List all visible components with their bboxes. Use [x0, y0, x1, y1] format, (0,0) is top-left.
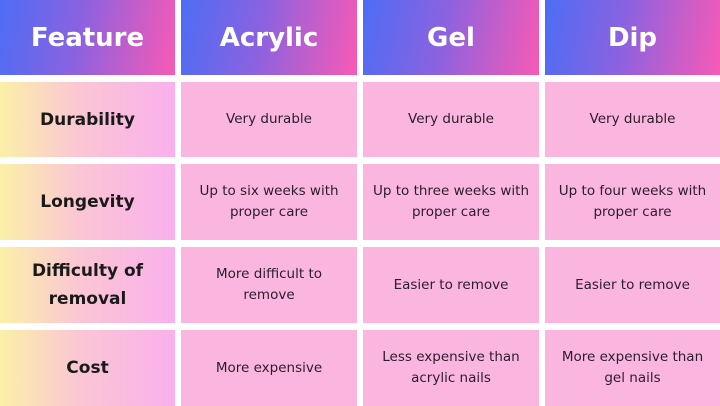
- table-cell: Less expensive than acrylic nails: [363, 330, 539, 406]
- table-cell: Up to three weeks with proper care: [363, 164, 539, 240]
- header-gel: Gel: [363, 0, 539, 75]
- table-cell: Very durable: [181, 82, 357, 157]
- row-label-longevity: Longevity: [0, 164, 175, 240]
- row-label-durability: Durability: [0, 82, 175, 157]
- row-label-cost: Cost: [0, 330, 175, 406]
- table-cell: More difficult to remove: [181, 247, 357, 323]
- table-cell: Up to six weeks with proper care: [181, 164, 357, 240]
- row-label-difficulty: Difficulty of removal: [0, 247, 175, 323]
- table-cell: Very durable: [363, 82, 539, 157]
- header-dip: Dip: [545, 0, 720, 75]
- header-acrylic: Acrylic: [181, 0, 357, 75]
- table-cell: More expensive: [181, 330, 357, 406]
- table-cell: Very durable: [545, 82, 720, 157]
- header-feature: Feature: [0, 0, 175, 75]
- table-cell: Up to four weeks with proper care: [545, 164, 720, 240]
- table-cell: Easier to remove: [363, 247, 539, 323]
- table-cell: More expensive than gel nails: [545, 330, 720, 406]
- table-cell: Easier to remove: [545, 247, 720, 323]
